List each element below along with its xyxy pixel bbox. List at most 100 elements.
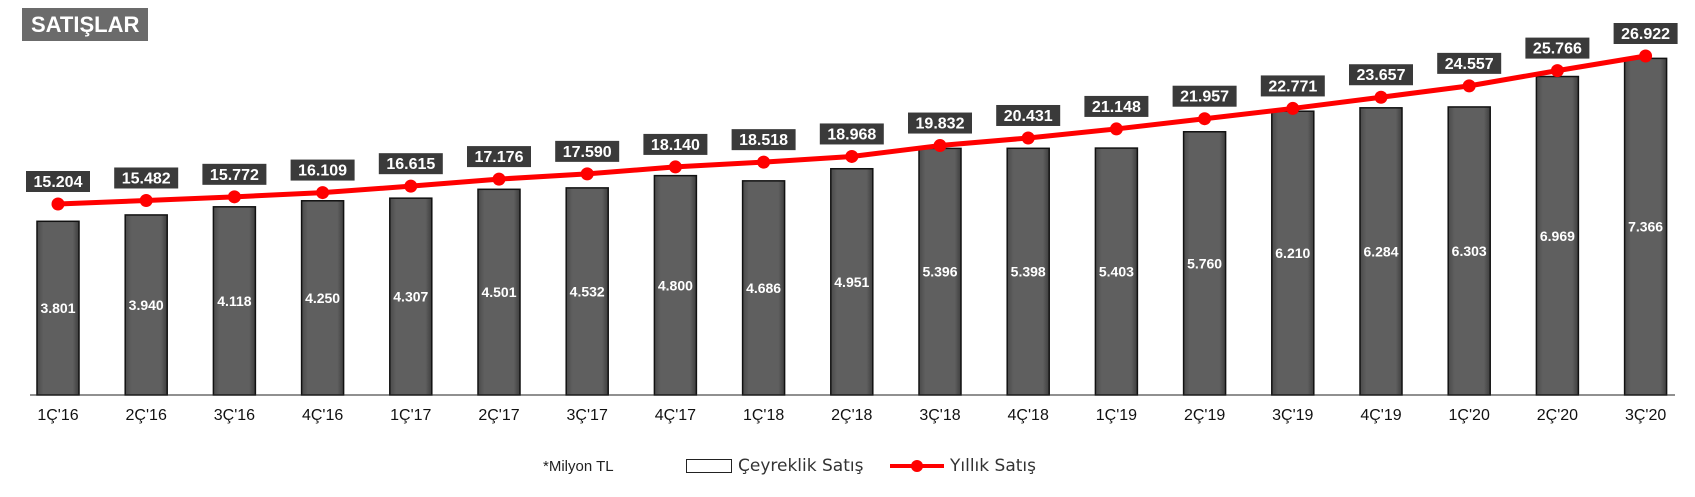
annual-label-box <box>1172 85 1237 107</box>
annual-value-label: 16.615 <box>386 156 435 173</box>
annual-point-9 <box>845 149 859 163</box>
annual-value-label: 26.922 <box>1621 26 1670 43</box>
x-tick-label: 2Ç'17 <box>478 407 519 424</box>
bar-7 <box>653 174 698 396</box>
annual-label-box <box>1525 37 1590 59</box>
annual-label-box <box>1437 52 1502 74</box>
annual-label-box <box>1613 23 1678 44</box>
bar-5 <box>477 188 521 396</box>
legend-item-quarterly: Çeyreklik Satış <box>686 456 863 476</box>
x-tick-label: 4Ç'19 <box>1360 407 1401 424</box>
bar-value-label: 4.686 <box>746 280 781 296</box>
annual-value-label: 25.766 <box>1533 41 1582 58</box>
bar-value-label: 7.366 <box>1628 219 1663 235</box>
annual-point-6 <box>580 167 594 181</box>
annual-value-label: 16.109 <box>298 163 347 180</box>
bar-10 <box>918 147 962 396</box>
sales-chart: 3.801 3.940 4.118 4.250 4.307 4.501 4.532 4.800… <box>26 23 1678 424</box>
annual-line <box>51 49 1653 211</box>
annual-label-box <box>202 163 267 185</box>
annual-label-box <box>290 159 355 181</box>
legend-label-annual: Yıllık Satış <box>950 456 1036 476</box>
x-tick-label: 2Ç'20 <box>1537 407 1578 424</box>
x-tick-label: 1Ç'17 <box>390 407 431 424</box>
bar-value-label: 5.398 <box>1011 264 1046 280</box>
bar-value-label: 4.532 <box>570 283 605 299</box>
annual-value-label: 23.657 <box>1357 67 1406 84</box>
bar-value-label: 6.210 <box>1275 245 1310 261</box>
annual-value-label: 19.832 <box>916 116 965 133</box>
bar-9 <box>830 167 874 396</box>
annual-value-label: 21.148 <box>1092 99 1141 116</box>
bar-13 <box>1182 131 1227 396</box>
bar-value-label: 3.940 <box>129 297 164 313</box>
annual-label-box <box>555 140 620 162</box>
annual-value-label: 15.772 <box>210 167 259 184</box>
bar-value-label: 6.303 <box>1452 243 1487 259</box>
annual-value-label: 18.140 <box>651 137 700 154</box>
legend-bar-swatch <box>686 459 732 473</box>
annual-point-18 <box>1639 49 1653 63</box>
annual-value-label: 22.771 <box>1268 78 1317 95</box>
annual-label-box <box>26 171 90 192</box>
bar-11 <box>1006 147 1050 396</box>
annual-value-label: 15.204 <box>34 174 83 191</box>
annual-point-1 <box>139 193 153 207</box>
x-tick-label: 1Ç'20 <box>1449 407 1490 424</box>
bar-value-label: 4.951 <box>834 274 869 290</box>
x-tick-label: 3Ç'18 <box>919 407 960 424</box>
bar-15 <box>1359 107 1403 396</box>
annual-point-16 <box>1462 79 1476 93</box>
annual-point-13 <box>1198 112 1212 126</box>
annual-point-3 <box>316 186 330 200</box>
bar-1 <box>124 214 168 396</box>
annual-point-14 <box>1286 101 1300 115</box>
annual-value-label: 15.482 <box>122 170 171 187</box>
legend-line-swatch <box>890 459 944 473</box>
annual-point-10 <box>933 139 947 153</box>
x-tick-label: 2Ç'19 <box>1184 407 1225 424</box>
bar-18 <box>1623 57 1668 396</box>
annual-value-label: 17.176 <box>475 149 524 166</box>
x-tick-label: 3Ç'16 <box>214 407 255 424</box>
bar-value-label: 5.760 <box>1187 255 1222 271</box>
bar-value-label: 4.307 <box>393 289 428 305</box>
x-tick-label: 3Ç'17 <box>567 407 608 424</box>
x-axis: 1Ç'16 2Ç'16 3Ç'16 4Ç'16 1Ç'17 2Ç'17 3Ç'17 4Ç'17… <box>30 394 1675 424</box>
annual-point-0 <box>51 197 65 211</box>
bar-value-label: 4.501 <box>481 284 516 300</box>
annual-label-box <box>1349 64 1413 86</box>
bar-value-label: 6.284 <box>1363 243 1398 259</box>
annual-value-label: 18.968 <box>827 126 876 143</box>
bar-6 <box>565 187 609 396</box>
annual-value-label: 20.431 <box>1004 108 1053 125</box>
x-tick-label: 3Ç'19 <box>1272 407 1313 424</box>
annual-value-label: 21.957 <box>1180 89 1229 106</box>
bar-14 <box>1271 110 1315 396</box>
quarterly-bars: 3.801 3.940 4.118 4.250 4.307 4.501 4.532 4.800… <box>36 57 1668 396</box>
annual-value-label: 17.590 <box>563 144 612 161</box>
annual-point-2 <box>227 190 241 204</box>
annual-point-11 <box>1021 131 1035 145</box>
annual-point-5 <box>492 172 506 186</box>
annual-labels: 15.204 15.482 15.772 16.109 16.615 17.176 17.5… <box>26 23 1678 192</box>
bar-value-label: 4.800 <box>658 277 693 293</box>
x-tick-label: 3Ç'20 <box>1625 407 1666 424</box>
annual-label-box <box>908 112 972 134</box>
bar-16 <box>1447 106 1491 396</box>
legend-item-annual: Yıllık Satış <box>890 456 1036 476</box>
annual-point-7 <box>668 160 682 174</box>
bar-value-label: 4.118 <box>217 293 251 309</box>
x-tick-label: 1Ç'16 <box>37 407 78 424</box>
bar-3 <box>300 200 345 396</box>
annual-label-box <box>114 167 179 189</box>
annual-label-box <box>467 146 531 168</box>
bar-4 <box>389 197 433 396</box>
x-tick-label: 4Ç'17 <box>655 407 696 424</box>
annual-point-15 <box>1374 90 1388 104</box>
bar-value-label: 3.801 <box>40 300 75 316</box>
annual-label-box <box>1260 75 1325 97</box>
x-tick-label: 2Ç'16 <box>126 407 167 424</box>
annual-point-8 <box>757 155 771 169</box>
x-tick-label: 4Ç'16 <box>302 407 343 424</box>
